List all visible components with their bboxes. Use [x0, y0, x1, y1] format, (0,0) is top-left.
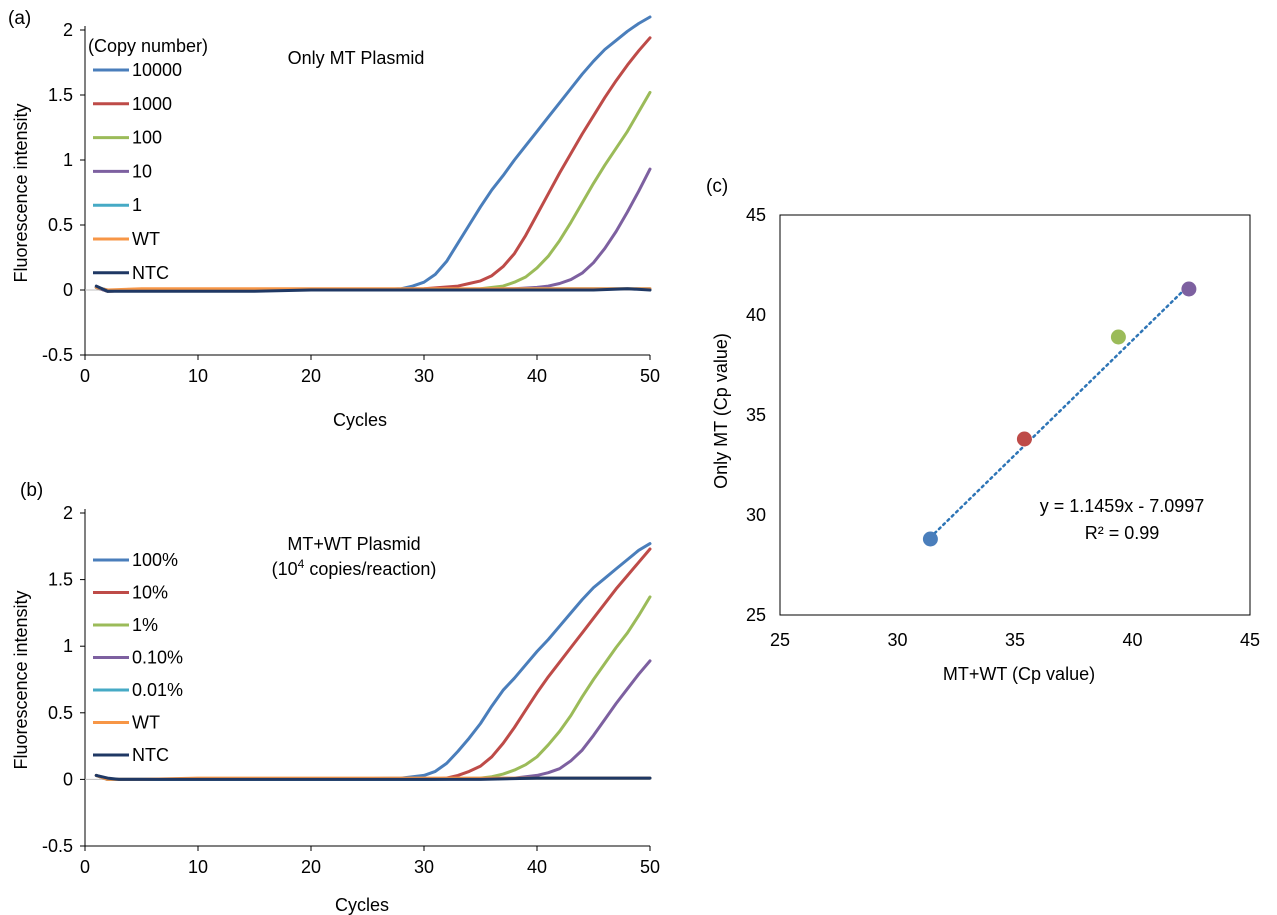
panel-b-legend-label-2: 10% — [132, 583, 168, 603]
panel-b-y-tick-label: 0.5 — [48, 703, 73, 723]
panel-a-x-axis-title: Cycles — [333, 410, 387, 430]
panel-a-y-axis-title: Fluorescence intensity — [11, 103, 31, 282]
panel-a-legend-label-6: WT — [132, 229, 160, 249]
panel-b-x-tick-label: 0 — [80, 857, 90, 877]
panel-a-y-tick-label: -0.5 — [42, 345, 73, 365]
panel-b-x-axis-title: Cycles — [335, 895, 389, 915]
panel-c-label: (c) — [706, 176, 728, 197]
panel-c-y-tick-label: 40 — [746, 305, 766, 325]
panel-b: (b) MT+WT Plasmid (104 copies/reaction) … — [11, 480, 660, 915]
panel-a-legend-label-4: 10 — [132, 161, 152, 181]
panel-a-y-tick-label: 1 — [63, 150, 73, 170]
panel-a-legend-label-1: 10000 — [132, 60, 182, 80]
panel-c-data-point-4 — [1181, 281, 1197, 297]
panel-a-y-tick-label: 0.5 — [48, 215, 73, 235]
panel-c-x-tick-label: 35 — [1005, 630, 1025, 650]
panel-a-title: Only MT Plasmid — [288, 48, 425, 68]
panel-c-data-point-2 — [1016, 431, 1032, 447]
panel-c-x-axis-title: MT+WT (Cp value) — [943, 664, 1095, 684]
panel-a-x-tick-label: 20 — [301, 366, 321, 386]
panel-a-x-tick-label: 30 — [414, 366, 434, 386]
panel-a-y-tick-label: 1.5 — [48, 85, 73, 105]
panel-c-x-tick-label: 25 — [770, 630, 790, 650]
panel-c-y-tick-label: 35 — [746, 405, 766, 425]
panel-b-legend-label-1: 100% — [132, 550, 178, 570]
panel-a-legend-label-7: NTC — [132, 263, 169, 283]
panel-a-x-tick-label: 0 — [80, 366, 90, 386]
panel-c: (c) MT+WT (Cp value) Only MT (Cp value) … — [706, 176, 1260, 684]
panel-a-label: (a) — [8, 8, 31, 29]
panel-b-y-tick-label: 1 — [63, 636, 73, 656]
panel-b-x-tick-label: 30 — [414, 857, 434, 877]
panel-b-legend-label-7: NTC — [132, 745, 169, 765]
panel-c-y-tick-label: 25 — [746, 605, 766, 625]
panel-a-y-tick-label: 0 — [63, 280, 73, 300]
panel-a-x-tick-label: 40 — [527, 366, 547, 386]
panel-c-trendline-equation: y = 1.1459x - 7.0997 — [1040, 496, 1205, 516]
panel-b-title: MT+WT Plasmid — [287, 534, 420, 554]
panel-b-label: (b) — [20, 480, 43, 501]
panel-a-legend-label-2: 1000 — [132, 94, 172, 114]
panel-b-legend-label-3: 1% — [132, 615, 158, 635]
panel-b-y-tick-label: 1.5 — [48, 570, 73, 590]
panel-b-x-tick-label: 50 — [640, 857, 660, 877]
panel-b-y-tick-label: -0.5 — [42, 836, 73, 856]
panel-c-trendline — [929, 284, 1191, 539]
panel-a-x-tick-label: 50 — [640, 366, 660, 386]
panel-c-x-tick-label: 30 — [887, 630, 907, 650]
panel-c-x-tick-label: 45 — [1240, 630, 1260, 650]
panel-b-series-line-7 — [94, 773, 652, 781]
panel-b-y-tick-label: 0 — [63, 769, 73, 789]
panel-b-x-tick-label: 40 — [527, 857, 547, 877]
panel-b-legend-label-6: WT — [132, 713, 160, 733]
panel-b-x-tick-label: 20 — [301, 857, 321, 877]
panel-c-r-squared: R² = 0.99 — [1085, 523, 1160, 543]
panel-c-x-tick-label: 40 — [1122, 630, 1142, 650]
panel-c-y-tick-label: 30 — [746, 505, 766, 525]
panel-b-x-tick-label: 10 — [188, 857, 208, 877]
panel-a-y-tick-label: 2 — [63, 20, 73, 40]
panel-b-legend-label-4: 0.10% — [132, 648, 183, 668]
panel-a-legend-label-3: 100 — [132, 128, 162, 148]
panel-a: (a) Only MT Plasmid (Copy number) Cycles… — [8, 8, 660, 430]
panel-c-y-tick-label: 45 — [746, 205, 766, 225]
panel-a-legend-title: (Copy number) — [88, 36, 208, 56]
panel-a-legend-label-5: 1 — [132, 195, 142, 215]
panel-c-data-point-1 — [922, 531, 938, 547]
panel-b-subtitle: (104 copies/reaction) — [272, 557, 437, 579]
panel-b-legend-label-5: 0.01% — [132, 680, 183, 700]
panel-c-data-point-3 — [1110, 329, 1126, 345]
panel-a-x-tick-label: 10 — [188, 366, 208, 386]
panel-a-series-line-3 — [94, 90, 652, 293]
panel-b-y-axis-title: Fluorescence intensity — [11, 590, 31, 769]
panel-c-y-axis-title: Only MT (Cp value) — [711, 333, 731, 489]
panel-b-y-tick-label: 2 — [63, 503, 73, 523]
panel-c-plot-frame — [779, 214, 1251, 616]
panel-a-series-line-7 — [94, 284, 652, 293]
